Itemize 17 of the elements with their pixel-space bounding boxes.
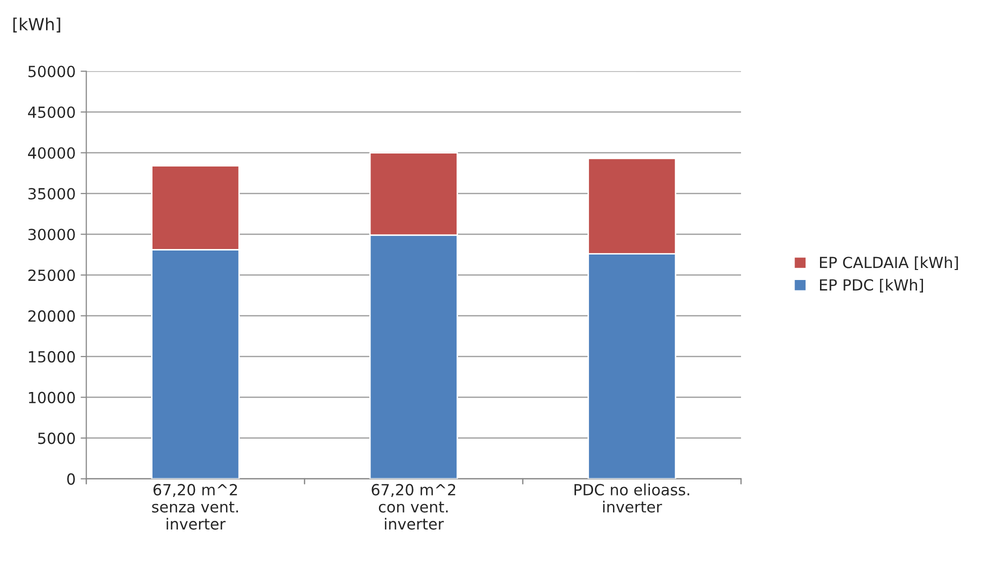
y-tick-label: 40000 [28, 147, 75, 159]
y-tick-label: 50000 [28, 66, 75, 78]
y-axis-title: [kWh] [13, 18, 60, 32]
y-tick-label: 30000 [28, 228, 75, 240]
x-tick-label: 67,20 m^2 con vent. inverter [372, 484, 456, 530]
y-tick-label: 20000 [28, 310, 75, 322]
y-tick-label: 10000 [28, 392, 75, 404]
y-tick-label: 25000 [28, 269, 75, 282]
x-tick-label: 67,20 m^2 senza vent. inverter [152, 484, 238, 530]
legend-label: EP PDC [kWh] [820, 278, 923, 292]
y-tick-label: 15000 [28, 351, 75, 363]
x-tick-label: PDC no elioass. inverter [574, 484, 690, 513]
legend-label: EP CALDAIA [kWh] [820, 256, 958, 270]
y-tick-label: 0 [67, 473, 75, 485]
y-tick-label: 35000 [28, 188, 75, 200]
y-tick-label: 5000 [38, 432, 75, 444]
y-tick-label: 45000 [28, 106, 75, 118]
